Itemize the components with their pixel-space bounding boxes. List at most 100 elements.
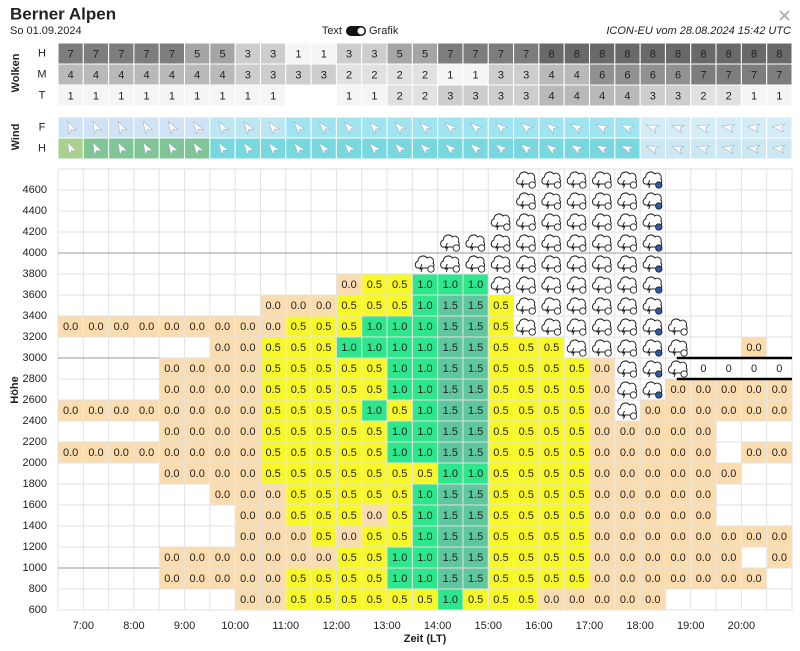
view-toggle[interactable]: Text Grafik <box>322 25 399 37</box>
lift-cell <box>716 358 741 379</box>
lift-cell <box>311 484 336 505</box>
storm-badge <box>629 370 638 378</box>
lift-value: 0.5 <box>367 363 382 375</box>
lift-value: 0.5 <box>544 573 559 585</box>
wind-arrow-shape <box>620 124 635 134</box>
storm-bolt <box>647 368 651 378</box>
lift-cell <box>514 358 539 379</box>
lift-value: 0.0 <box>645 552 660 564</box>
wind-arrow-shape <box>444 143 458 156</box>
lift-value: 0.5 <box>367 447 382 459</box>
lift-value: 0.5 <box>392 405 407 417</box>
lift-cell <box>336 421 362 442</box>
lift-value: 1.5 <box>468 531 483 543</box>
storm-icon <box>516 234 536 252</box>
lift-value: 0.0 <box>746 342 761 354</box>
cloud-value: 8 <box>650 48 656 60</box>
storm-icon <box>541 234 562 252</box>
wind-arrow-shape <box>570 144 585 156</box>
storm-badge <box>680 349 688 357</box>
storm-bolt <box>571 179 575 189</box>
lift-value: 0.0 <box>595 489 610 501</box>
lift-cell <box>235 526 260 547</box>
wind-arrow-shape <box>167 141 179 156</box>
wind-arrow <box>318 142 331 156</box>
storm-bolt <box>520 221 524 231</box>
lift-value: 0.0 <box>696 573 711 585</box>
lift-value: 0.0 <box>670 384 685 396</box>
lift-cell <box>134 442 159 463</box>
lift-cell <box>514 379 539 400</box>
lift-value: 0.5 <box>265 384 280 396</box>
cloud-value: 1 <box>68 90 74 102</box>
wind-arrow <box>545 143 559 156</box>
storm-cloud <box>642 234 663 248</box>
storm-cloud <box>592 234 612 248</box>
lift-value: 0.0 <box>645 489 660 501</box>
storm-badge <box>655 286 663 294</box>
storm-bolt <box>647 263 651 273</box>
lift-cell <box>159 568 185 589</box>
wind-arrow-shape <box>218 142 230 156</box>
lift-value: 0.0 <box>595 405 610 417</box>
lift-value: 0.5 <box>316 321 331 333</box>
lift-cell <box>311 589 336 610</box>
cloud-value: 5 <box>194 48 200 60</box>
storm-icon <box>566 192 587 210</box>
lift-cell <box>539 379 564 400</box>
lift-value: 0.0 <box>265 510 280 522</box>
wind-arrow-shape <box>520 122 534 135</box>
storm-icon <box>642 171 663 189</box>
lift-cell <box>514 505 539 526</box>
storm-cloud <box>566 255 587 269</box>
lift-value: 0.0 <box>164 468 179 480</box>
lift-cell <box>336 379 362 400</box>
lift-cell <box>362 568 387 589</box>
lift-value: 0.0 <box>190 321 205 333</box>
lift-cell <box>590 589 615 610</box>
storm-badge <box>503 223 511 231</box>
lift-cell <box>387 274 412 295</box>
cloud-value: 7 <box>68 48 74 60</box>
lift-value: 0 <box>700 363 706 375</box>
cloud-value: 5 <box>219 48 225 60</box>
lift-value: 0.5 <box>569 531 584 543</box>
storm-cloud <box>642 276 663 290</box>
close-button[interactable] <box>779 10 790 21</box>
wind-arrow-shape <box>494 122 509 135</box>
lift-cell <box>362 526 387 547</box>
lift-value: 0.0 <box>139 405 154 417</box>
lift-cell <box>640 463 665 484</box>
lift-cell <box>387 526 412 547</box>
lift-cell <box>514 400 539 421</box>
lift-cell <box>514 463 539 484</box>
storm-badge <box>680 328 688 336</box>
storm-icon <box>667 360 688 378</box>
lift-value: 0.0 <box>265 321 280 333</box>
cloud-value: 4 <box>118 69 124 81</box>
lift-value: 0.0 <box>696 552 711 564</box>
storm-icon <box>592 297 612 315</box>
lift-value: 0.5 <box>291 447 306 459</box>
storm-bolt <box>621 389 626 399</box>
lift-value: 0.0 <box>114 405 129 417</box>
storm-icon <box>465 234 486 252</box>
lift-cell <box>387 400 412 421</box>
cloud-value: 1 <box>219 90 225 102</box>
lift-cell <box>387 358 412 379</box>
storm-badge <box>629 412 638 420</box>
wind-arrow <box>117 120 128 135</box>
time-label: 10:00 <box>221 620 249 632</box>
lift-value: 0.5 <box>493 489 508 501</box>
storm-bolt <box>571 326 575 336</box>
storm-cloud <box>566 234 587 248</box>
storm-badge <box>604 265 612 273</box>
lift-value: 0.5 <box>493 363 508 375</box>
wind-arrow-shape <box>771 144 786 154</box>
lift-cell <box>463 316 488 337</box>
cloud-value: 2 <box>397 90 403 102</box>
lift-cell <box>159 463 185 484</box>
height-label: 1200 <box>23 541 47 553</box>
wind-arrow <box>92 120 103 135</box>
wind-arrow-shape <box>721 124 736 134</box>
